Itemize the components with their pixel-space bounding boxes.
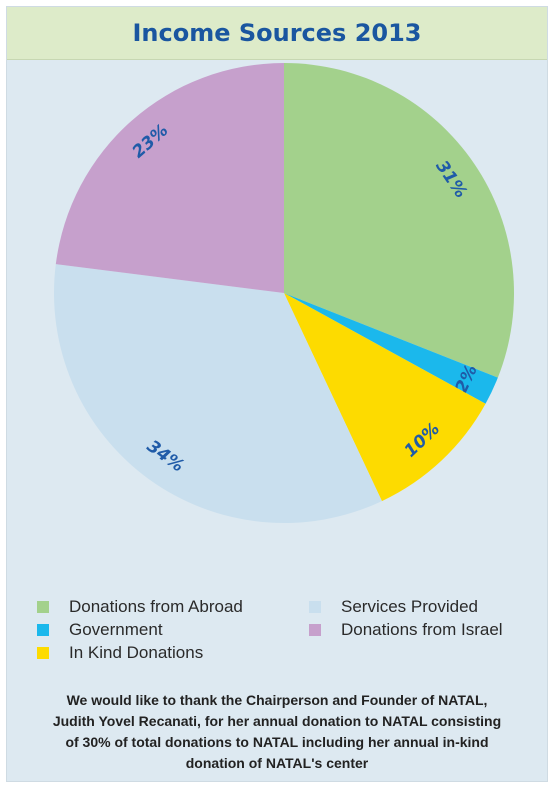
legend-label: Donations from Abroad bbox=[69, 597, 243, 616]
legend-label: Services Provided bbox=[341, 597, 479, 616]
note-line: donation of NATAL's center bbox=[185, 755, 369, 771]
thank-you-note: We would like to thank the Chairperson a… bbox=[27, 690, 527, 774]
legend-swatch bbox=[309, 624, 321, 636]
chart-title: Income Sources 2013 bbox=[132, 19, 422, 47]
income-card: Income Sources 2013 13,525,823 NIS 31%2%… bbox=[6, 6, 548, 782]
pie-slice-government bbox=[284, 293, 498, 404]
legend-label: Government bbox=[69, 620, 163, 639]
pie-slice-donations-from-abroad bbox=[284, 63, 514, 378]
pie-chart: 31%2%10%34%23% bbox=[53, 63, 514, 523]
chart-header: Income Sources 2013 bbox=[7, 7, 547, 60]
legend-label: In Kind Donations bbox=[69, 643, 204, 662]
legend-item: Donations from Israel bbox=[309, 620, 537, 640]
pie-slice-in-kind-donations bbox=[284, 293, 486, 502]
legend-swatch bbox=[309, 601, 321, 613]
note-line: of 30% of total donations to NATAL inclu… bbox=[65, 734, 489, 750]
legend-item: Services Provided bbox=[309, 597, 537, 617]
pie-slice-services-provided bbox=[53, 264, 382, 523]
note-line: Judith Yovel Recanati, for her annual do… bbox=[52, 713, 502, 729]
pie-slice-donations-from-israel bbox=[55, 63, 285, 293]
legend-label: Donations from Israel bbox=[341, 620, 503, 639]
chart-legend: Donations from Abroad Services Provided … bbox=[37, 597, 537, 663]
legend-swatch bbox=[37, 624, 49, 636]
legend-item: Donations from Abroad bbox=[37, 597, 309, 617]
legend-item: In Kind Donations bbox=[37, 643, 309, 663]
legend-swatch bbox=[37, 647, 49, 659]
legend-swatch bbox=[37, 601, 49, 613]
note-line: We would like to thank the Chairperson a… bbox=[66, 692, 488, 708]
legend-item: Government bbox=[37, 620, 309, 640]
